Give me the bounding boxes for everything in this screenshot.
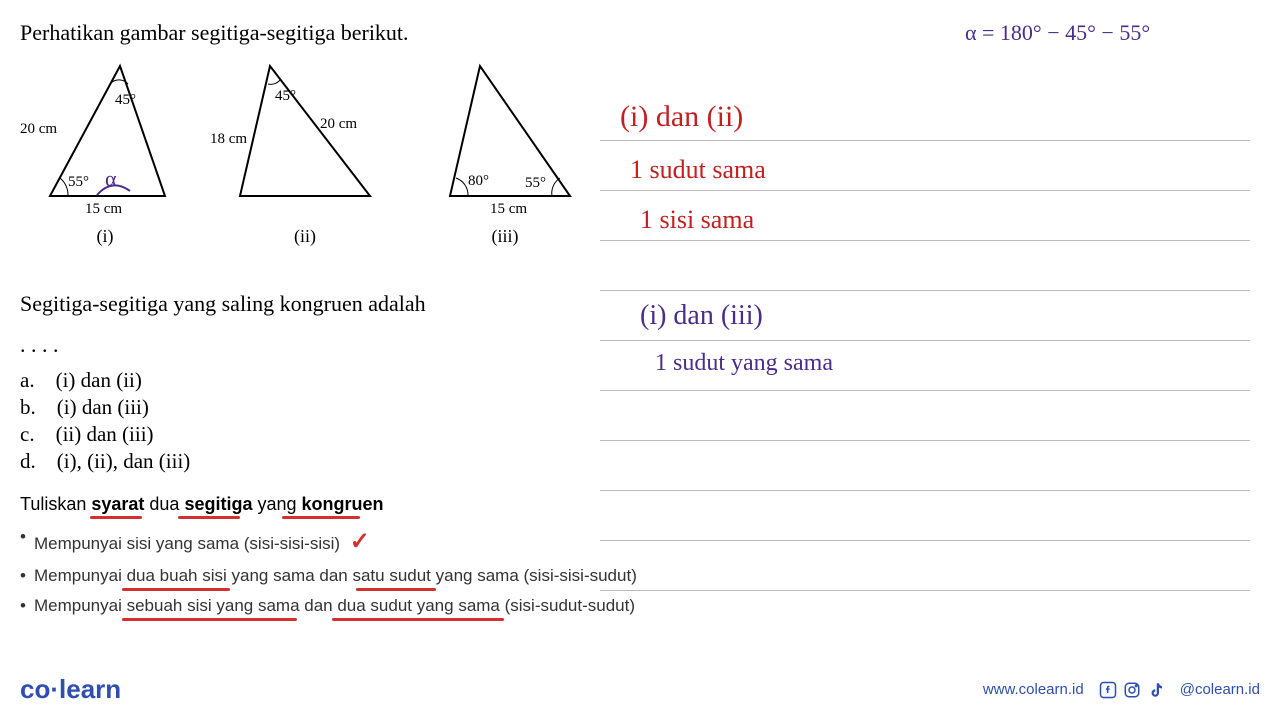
t3-bottom: 15 cm — [490, 201, 527, 218]
t2-apex: 45° — [275, 88, 296, 105]
option-a: a. (i) dan (ii) — [20, 368, 580, 393]
syarat-p1: Tuliskan — [20, 494, 91, 514]
t1-apex: 45° — [115, 92, 136, 109]
underline-sebuahsisi — [122, 618, 297, 621]
hw-red3: 1 sisi sama — [640, 205, 754, 235]
notebook-line — [600, 340, 1250, 341]
hw-purple1: (i) dan (iii) — [640, 300, 763, 332]
notebook-line — [600, 190, 1250, 191]
syarat-2-text: Mempunyai dua buah sisi yang sama dan sa… — [34, 566, 637, 585]
notebook-line — [600, 140, 1250, 141]
t2-left-side: 18 cm — [210, 131, 247, 148]
notebook-line — [600, 540, 1250, 541]
t3-right-angle: 55° — [525, 175, 546, 192]
logo-learn: learn — [59, 674, 121, 704]
t2-right-side: 20 cm — [320, 116, 357, 133]
notebook-line — [600, 590, 1250, 591]
t1-left-side: 20 cm — [20, 121, 57, 138]
syarat-1-text: Mempunyai sisi yang sama (sisi-sisi-sisi… — [34, 534, 340, 553]
footer-right: www.colearn.id @colearn.id — [983, 681, 1260, 699]
hw-red2: 1 sudut sama — [630, 155, 766, 185]
syarat-p4: segitiga — [184, 494, 252, 514]
t1-caption: (i) — [20, 226, 190, 247]
triangle-iii-svg — [420, 56, 590, 216]
syarat-p5: yang — [252, 494, 301, 514]
logo-dot: · — [50, 674, 59, 704]
options-list: a. (i) dan (ii) b. (i) dan (iii) c. (ii)… — [20, 368, 580, 474]
syarat-p3: dua — [144, 494, 184, 514]
underline-duabuahsisi — [122, 588, 230, 591]
syarat-item-3: Mempunyai sebuah sisi yang sama dan dua … — [20, 596, 800, 616]
hw-purple2: 1 sudut yang sama — [655, 350, 833, 377]
hw-formula: α = 180° − 45° − 55° — [965, 20, 1150, 46]
syarat-title: Tuliskan syarat dua segitiga yang kongru… — [20, 494, 580, 515]
underline-kongruen — [282, 516, 360, 519]
notebook-line — [600, 390, 1250, 391]
alpha-arc — [92, 173, 132, 201]
option-c: c. (ii) dan (iii) — [20, 422, 580, 447]
syarat-item-2: Mempunyai dua buah sisi yang sama dan sa… — [20, 566, 800, 586]
notebook-line — [600, 290, 1250, 291]
syarat-3-text: Mempunyai sebuah sisi yang sama dan dua … — [34, 596, 635, 615]
t1-bottom: 15 cm — [85, 201, 122, 218]
option-b: b. (i) dan (iii) — [20, 395, 580, 420]
hw-red1: (i) dan (ii) — [620, 100, 743, 134]
notebook-line — [600, 490, 1250, 491]
underline-satusudut — [356, 588, 436, 591]
option-d: d. (i), (ii), dan (iii) — [20, 449, 580, 474]
t1-left-angle: 55° — [68, 174, 89, 191]
question-ellipsis: . . . . — [20, 332, 580, 358]
t3-caption: (iii) — [420, 226, 590, 247]
question-title: Perhatikan gambar segitiga-segitiga beri… — [20, 20, 580, 46]
question-prompt: Segitiga-segitiga yang saling kongruen a… — [20, 291, 580, 317]
syarat-p2: syarat — [91, 494, 144, 514]
footer: co·learn www.colearn.id @colearn.id — [20, 674, 1260, 705]
left-panel: Perhatikan gambar segitiga-segitiga beri… — [20, 20, 580, 626]
triangles-row: 45° 55° 20 cm 15 cm α (i) 45° 18 cm 20 c… — [20, 56, 580, 236]
t3-left-angle: 80° — [468, 173, 489, 190]
triangle-ii: 45° 18 cm 20 cm (ii) — [220, 56, 390, 236]
underline-duasudut — [332, 618, 504, 621]
logo: co·learn — [20, 674, 121, 705]
syarat-p6: kongruen — [302, 494, 384, 514]
tiktok-icon — [1147, 681, 1165, 699]
syarat-item-1: Mempunyai sisi yang sama (sisi-sisi-sisi… — [20, 527, 800, 556]
checkmark-icon: ✓ — [350, 528, 370, 555]
notebook-line — [600, 440, 1250, 441]
facebook-icon — [1099, 681, 1117, 699]
underline-syarat — [90, 516, 142, 519]
footer-handle: @colearn.id — [1180, 681, 1260, 698]
triangle-iii: 80° 55° 15 cm (iii) — [420, 56, 590, 236]
underline-segitiga — [178, 516, 240, 519]
notebook-line — [600, 240, 1250, 241]
instagram-icon — [1123, 681, 1141, 699]
t2-caption: (ii) — [220, 226, 390, 247]
social-icons — [1099, 681, 1165, 699]
logo-co: co — [20, 674, 50, 704]
triangle-i: 45° 55° 20 cm 15 cm α (i) — [20, 56, 190, 236]
footer-url: www.colearn.id — [983, 681, 1084, 698]
